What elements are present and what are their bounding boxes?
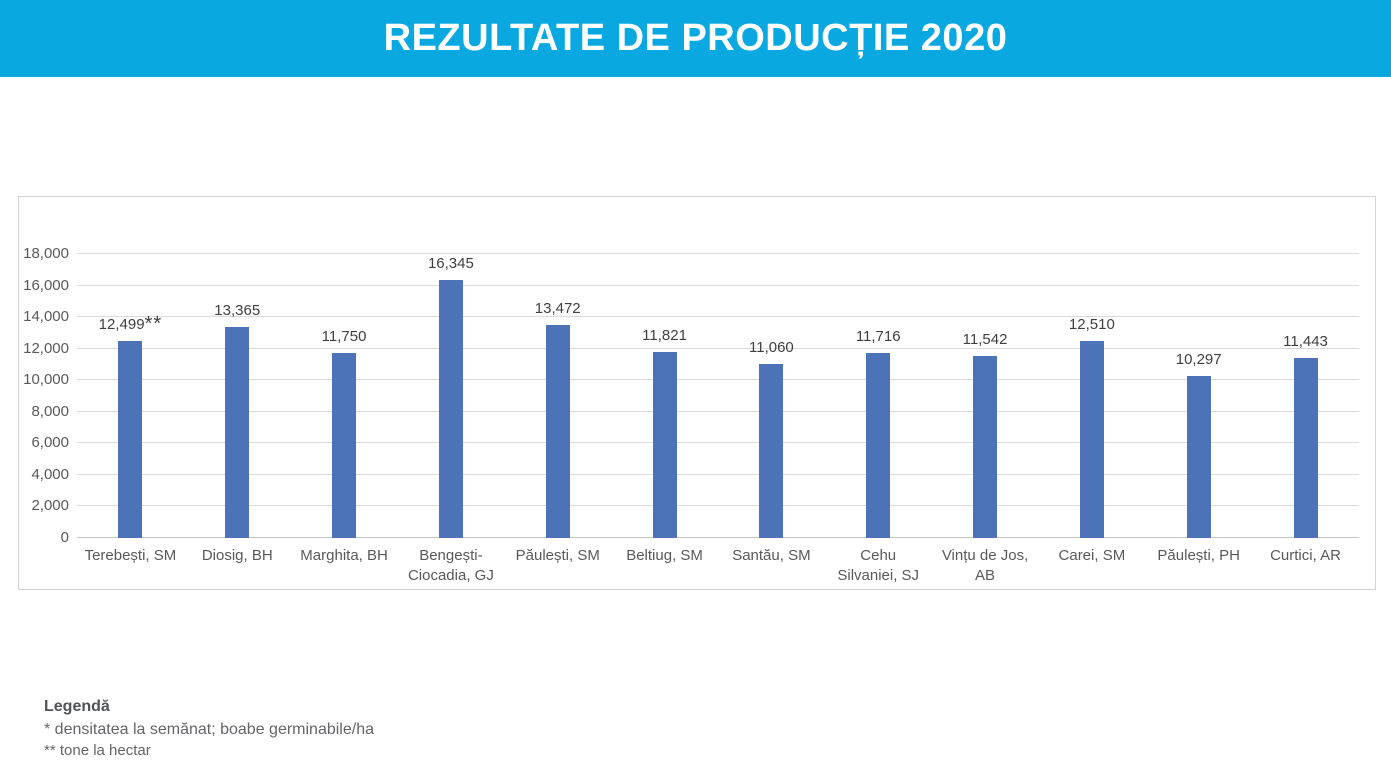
category-label: Beltiug, SM xyxy=(626,547,703,564)
bar xyxy=(1293,357,1318,538)
bar-slot: 11,542 xyxy=(932,254,1039,538)
bar-slot: 11,060 xyxy=(718,254,825,538)
bar-value-label: 11,443 xyxy=(1283,332,1328,350)
gridline xyxy=(77,505,1359,507)
legend: Legendă * densitatea la semănat; boabe g… xyxy=(44,698,374,762)
y-axis-tick-label: 4,000 xyxy=(31,465,69,483)
gridline xyxy=(77,284,1359,286)
x-axis-category-labels: Terebești, SM Diosig, BH Marghita, BH Benge… xyxy=(77,546,1359,586)
bar xyxy=(225,327,250,538)
chart-panel: 0 2,000 4,000 6,000 8,000 10,000 12,000 14,000 1… xyxy=(18,196,1376,590)
bar-slot: 11,716 xyxy=(825,254,932,538)
bar xyxy=(1079,340,1104,538)
bar-value-label: 12,499** xyxy=(98,312,163,335)
bar-value-label: 13,472 xyxy=(534,300,581,318)
footnote-asterisks: ** xyxy=(144,312,163,335)
gridline xyxy=(77,379,1359,381)
bar-value-label: 11,542 xyxy=(962,330,1008,348)
bar-slot: 13,365 xyxy=(184,254,291,538)
y-axis-tick-label: 18,000 xyxy=(23,245,69,262)
bar-slot: 11,750 xyxy=(291,254,398,538)
plot-area: 12,499** 13,365 11,750 16,345 13,472 11,821 11… xyxy=(77,253,1359,538)
bar-value-label: 11,060 xyxy=(748,338,794,356)
y-axis-tick-label: 0 xyxy=(60,529,69,546)
bar-slot: 10,297 xyxy=(1145,254,1252,538)
gridline xyxy=(77,253,1359,254)
category-label: Păulești, SM xyxy=(515,547,600,564)
bar-value-label: 10,297 xyxy=(1175,350,1222,368)
y-axis-tick-label: 10,000 xyxy=(23,371,69,389)
category-label: Bengești-Ciocadia, GJ xyxy=(407,547,494,584)
bar-slot: 13,472 xyxy=(504,254,611,538)
gridline xyxy=(77,316,1359,318)
bar xyxy=(332,352,357,538)
bar-slot: 12,510 xyxy=(1038,254,1145,538)
y-axis-tick-label: 14,000 xyxy=(23,308,69,326)
bar-value-label: 12,510 xyxy=(1068,315,1115,333)
page-title: REZULTATE DE PRODUCȚIE 2020 xyxy=(383,17,1008,59)
bar xyxy=(866,353,891,538)
category-label: Marghita, BH xyxy=(300,547,388,564)
bar-value-label: 11,750 xyxy=(321,327,367,345)
legend-heading: Legendă xyxy=(44,698,110,715)
gridline xyxy=(77,410,1359,412)
bar xyxy=(652,351,677,538)
gridline xyxy=(77,347,1359,349)
category-label: Vințu de Jos, AB xyxy=(941,547,1029,584)
y-axis-tick-label: 12,000 xyxy=(23,339,69,357)
category-label: Santău, SM xyxy=(732,547,811,564)
bar-slot: 11,821 xyxy=(611,254,718,538)
bar xyxy=(973,355,998,538)
bar xyxy=(545,325,570,538)
y-axis-tick-label: 16,000 xyxy=(23,276,69,294)
y-axis-tick-label: 6,000 xyxy=(31,434,69,452)
category-label: Cehu Silvaniei, SJ xyxy=(837,547,920,584)
bar-value-label: 16,345 xyxy=(427,255,474,273)
category-label: Carei, SM xyxy=(1058,547,1126,564)
bar xyxy=(438,280,463,538)
bar-slot: 12,499** xyxy=(77,254,184,538)
y-axis-tick-label: 8,000 xyxy=(31,402,69,420)
y-axis-tick-label: 2,000 xyxy=(31,497,69,515)
gridline xyxy=(77,442,1359,444)
category-label: Curtici, AR xyxy=(1270,547,1341,564)
bar-value-label: 13,365 xyxy=(214,302,261,320)
bar-value-label: 11,716 xyxy=(855,328,901,346)
bar-value-label: 11,821 xyxy=(642,326,687,344)
category-label: Diosig, BH xyxy=(201,547,273,564)
bar xyxy=(118,340,143,538)
category-label: Terebești, SM xyxy=(84,547,177,564)
title-banner: REZULTATE DE PRODUCȚIE 2020 xyxy=(0,0,1391,77)
gridline xyxy=(77,473,1359,475)
bar xyxy=(759,363,784,538)
category-label: Păulești, PH xyxy=(1157,547,1240,564)
bars-row: 12,499** 13,365 11,750 16,345 13,472 11,821 11… xyxy=(77,254,1359,538)
bar xyxy=(1186,375,1211,538)
x-axis-line xyxy=(77,537,1359,538)
bar-slot: 16,345 xyxy=(397,254,504,538)
legend-note-tonnes-per-hectare: ** tone la hectar xyxy=(44,742,151,759)
bar-slot: 11,443 xyxy=(1252,254,1359,538)
legend-note-seeding-density: * densitatea la semănat; boabe germinabi… xyxy=(44,721,374,738)
